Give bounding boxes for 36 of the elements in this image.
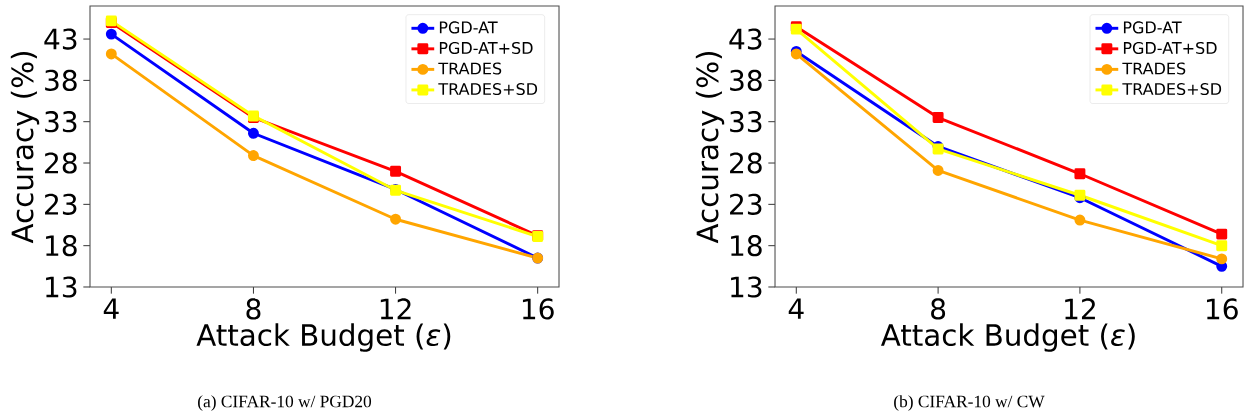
y-tick-label: 33 <box>730 110 762 133</box>
x-axis-title: Attack Budget (ε) <box>880 323 1135 352</box>
y-tick-label: 28 <box>45 152 77 174</box>
legend-label: PGD-AT <box>439 21 498 34</box>
y-tick-label: 38 <box>730 69 762 91</box>
x-tick-label: 8 <box>246 298 261 320</box>
x-tick-label: 8 <box>931 298 946 320</box>
x-tick-label: 12 <box>380 298 411 320</box>
x-tick-label: 16 <box>522 298 554 320</box>
y-tick-label: 23 <box>730 193 762 215</box>
y-axis-title: Accuracy (%) <box>695 51 725 244</box>
x-tick-label: 4 <box>103 298 119 319</box>
text: (a) CIFAR-10 w/ PGD20 <box>198 395 372 411</box>
y-tick-label: 43 <box>729 28 762 50</box>
y-tick-label: 38 <box>45 69 77 91</box>
legend-label: TRADES+SD <box>438 82 538 95</box>
y-tick-label: 28 <box>730 152 762 174</box>
x-tick-label: 16 <box>1207 298 1238 320</box>
y-axis-title: Accuracy (%) <box>10 51 40 244</box>
y-tick-label: 13 <box>731 276 762 298</box>
y-tick-label: 43 <box>44 28 77 50</box>
legend-label: PGD-AT+SD <box>439 41 533 54</box>
legend-label: PGD-AT+SD <box>1123 41 1217 54</box>
text: (b) CIFAR-10 w/ CW <box>894 395 1045 411</box>
y-tick-label: 33 <box>45 110 77 133</box>
x-axis-title: Attack Budget (ε) <box>196 323 451 352</box>
legend-label: TRADES+SD <box>1122 82 1222 95</box>
legend-label: TRADES <box>1122 62 1186 75</box>
y-tick-label: 13 <box>46 276 77 298</box>
x-tick-label: 12 <box>1065 298 1095 320</box>
legend-label: TRADES <box>438 62 502 75</box>
x-tick-label: 4 <box>788 298 804 319</box>
legend-label: PGD-AT <box>1123 21 1182 34</box>
y-tick-label: 18 <box>46 234 77 257</box>
y-tick-label: 23 <box>45 193 77 215</box>
y-tick-label: 18 <box>731 234 762 257</box>
